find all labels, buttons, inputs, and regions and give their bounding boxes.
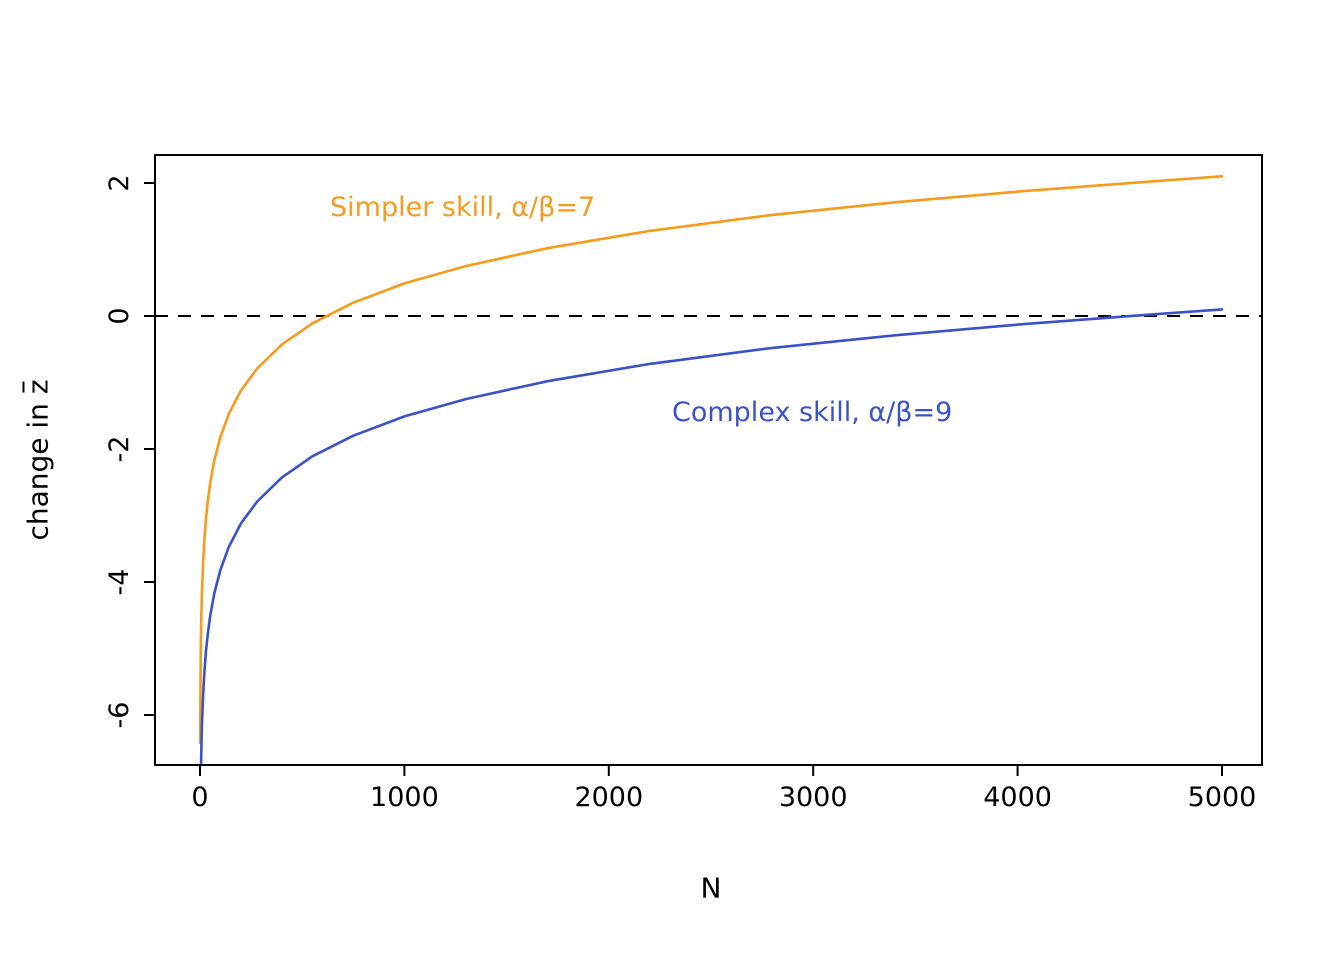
- y-tick-label: -6: [104, 702, 135, 729]
- series-label-simpler-skill: Simpler skill, α/β=7: [330, 192, 596, 223]
- plot-border: [154, 154, 1263, 766]
- x-axis-label: N: [700, 871, 722, 905]
- x-tick-label: 3000: [779, 782, 848, 813]
- x-tick-label: 5000: [1188, 782, 1257, 813]
- series-curve-1: [199, 308, 1224, 765]
- y-tick-label: 0: [104, 307, 135, 324]
- series-curve-0: [198, 175, 1224, 745]
- x-tick-label: 0: [191, 782, 208, 813]
- x-tick-label: 2000: [574, 782, 643, 813]
- y-tick-label: -4: [104, 569, 135, 596]
- y-axis-label-text: change in: [21, 403, 55, 541]
- series-label-complex-skill: Complex skill, α/β=9: [672, 397, 953, 428]
- y-axis-label: change in z: [22, 379, 55, 540]
- y-tick-label: -2: [104, 436, 135, 463]
- x-tick-label: 1000: [370, 782, 439, 813]
- y-tick-label: 2: [104, 174, 135, 191]
- y-axis-zbar-symbol: z: [21, 379, 55, 395]
- x-tick-label: 4000: [983, 782, 1052, 813]
